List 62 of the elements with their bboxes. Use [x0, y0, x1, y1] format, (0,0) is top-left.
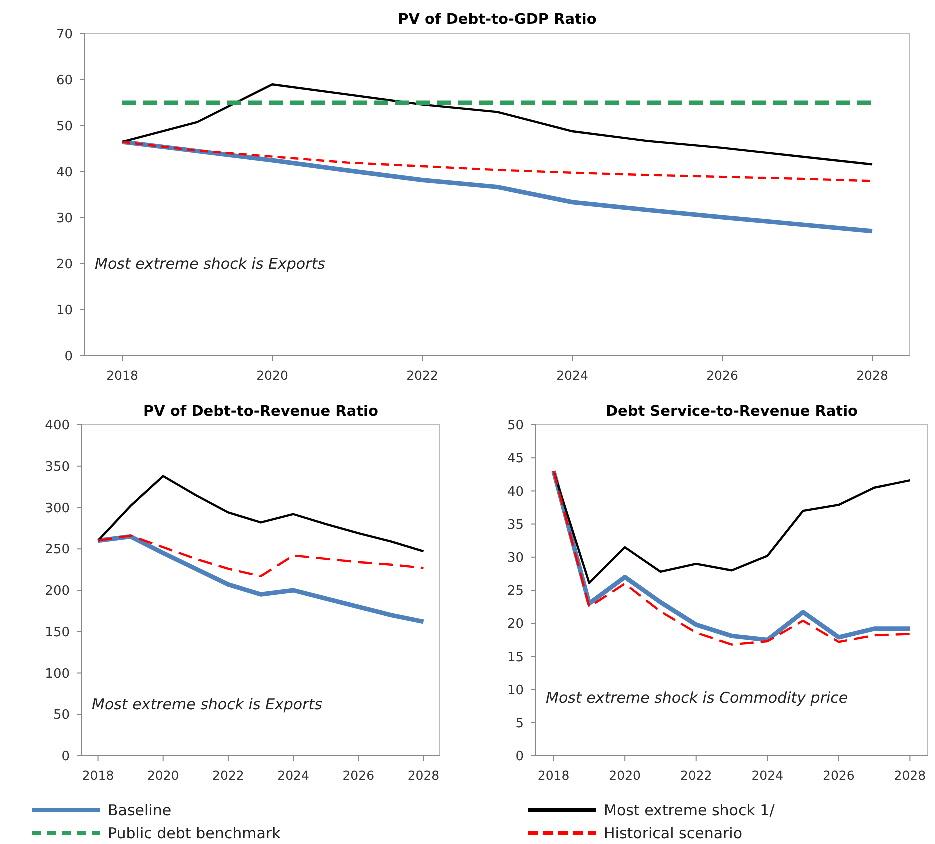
- chart-title: PV of Debt-to-GDP Ratio: [398, 12, 597, 28]
- x-tick-label: 2028: [856, 368, 888, 383]
- x-tick-label: 2024: [556, 368, 588, 383]
- x-tick-label: 2024: [278, 768, 310, 783]
- x-tick-label: 2022: [406, 368, 438, 383]
- y-tick-label: 50: [56, 120, 73, 135]
- line-series: [97, 475, 425, 553]
- y-tick-label: 45: [507, 452, 524, 467]
- y-tick-label: 70: [56, 28, 73, 43]
- y-tick-label: 20: [56, 258, 73, 273]
- annotation: Most extreme shock is Exports: [95, 255, 326, 274]
- legend-label: Public debt benchmark: [108, 824, 282, 842]
- x-tick-label: 2028: [894, 768, 926, 783]
- y-tick-label: 50: [507, 418, 524, 434]
- x-tick-label: 2020: [609, 768, 642, 783]
- y-tick-label: 40: [507, 484, 524, 500]
- y-tick-label: 35: [507, 518, 524, 533]
- x-tick-label: 2022: [680, 768, 712, 783]
- y-tick-label: 30: [56, 212, 73, 227]
- annotation: Most extreme shock is Exports: [92, 696, 323, 714]
- legend-label: Most extreme shock 1/: [604, 801, 776, 820]
- line-series: [120, 140, 875, 234]
- y-tick-label: 25: [507, 584, 524, 600]
- x-tick-label: 2026: [342, 768, 375, 783]
- line-series: [121, 84, 874, 166]
- y-tick-label: 60: [56, 74, 73, 89]
- line-series: [96, 534, 426, 624]
- y-tick-label: 0: [516, 750, 524, 765]
- y-tick-label: 30: [507, 550, 524, 566]
- x-tick-label: 2020: [256, 368, 288, 383]
- y-tick-label: 10: [56, 304, 73, 319]
- x-tick-label: 2026: [823, 768, 855, 783]
- y-tick-label: 0: [64, 350, 73, 365]
- y-tick-label: 400: [45, 418, 70, 434]
- x-tick-label: 2018: [82, 768, 114, 783]
- line-series: [552, 470, 912, 584]
- y-tick-label: 40: [56, 166, 73, 181]
- x-tick-label: 2024: [752, 768, 784, 783]
- x-tick-label: 2028: [408, 768, 440, 783]
- chart-title: Debt Service-to-Revenue Ratio: [606, 404, 858, 420]
- legend-label: Baseline: [108, 801, 172, 820]
- x-tick-label: 2022: [212, 768, 244, 783]
- y-tick-label: 5: [516, 716, 524, 732]
- annotation: Most extreme shock is Commodity price: [546, 689, 848, 708]
- y-tick-label: 50: [53, 708, 70, 724]
- y-tick-label: 200: [45, 584, 70, 600]
- y-tick-label: 350: [45, 460, 70, 475]
- x-tick-label: 2026: [706, 368, 738, 383]
- y-tick-label: 20: [507, 617, 524, 632]
- y-tick-label: 100: [45, 666, 70, 682]
- y-tick-label: 15: [507, 650, 524, 666]
- line-series: [97, 534, 425, 578]
- chart-title: PV of Debt-to-Revenue Ratio: [144, 404, 379, 420]
- y-tick-label: 0: [62, 750, 70, 765]
- y-tick-label: 250: [45, 542, 70, 558]
- legend-label: Historical scenario: [604, 824, 743, 842]
- y-tick-label: 10: [507, 683, 524, 698]
- x-tick-label: 2018: [538, 768, 570, 783]
- y-tick-label: 150: [45, 625, 70, 640]
- x-tick-label: 2020: [147, 768, 180, 783]
- x-tick-label: 2018: [106, 368, 138, 383]
- y-tick-label: 300: [45, 501, 70, 516]
